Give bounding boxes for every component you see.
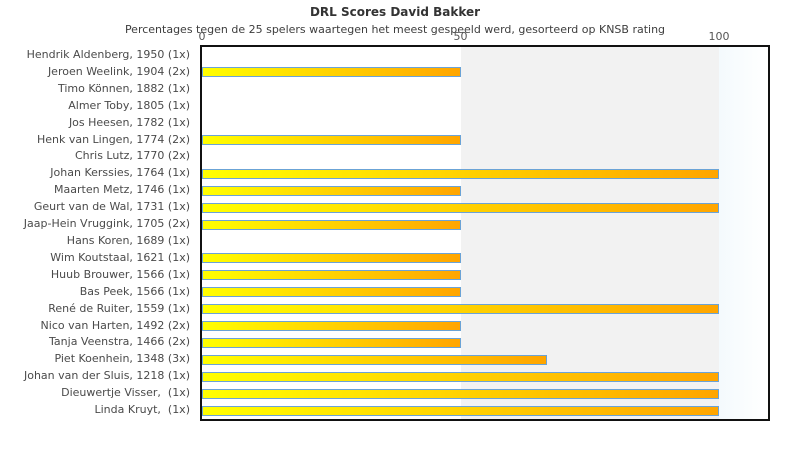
y-axis-labels: Hendrik Aldenberg, 1950 (1x) Jeroen Weeli… xyxy=(0,45,190,421)
chart-title: DRL Scores David Bakker xyxy=(309,5,481,19)
bar xyxy=(202,337,461,348)
x-tick-label: 100 xyxy=(708,30,730,43)
bar xyxy=(202,321,461,331)
bar xyxy=(202,270,461,281)
bar xyxy=(202,388,719,399)
y-label: Chris Lutz, 1770 (2x) xyxy=(74,149,190,163)
y-label: Johan van der Sluis, 1218 (1x) xyxy=(23,369,190,383)
y-label: Timo Können, 1882 (1x) xyxy=(57,81,190,95)
y-label: Dieuwertje Visser, (1x) xyxy=(61,386,190,400)
y-label: Jaap-Hein Vruggink, 1705 (2x) xyxy=(23,217,190,231)
bar xyxy=(202,219,461,230)
chart-subtitle: Percentages tegen de 25 spelers waartege… xyxy=(124,23,666,36)
y-label: Bas Peek, 1566 (1x) xyxy=(79,284,190,298)
y-label: René de Ruiter, 1559 (1x) xyxy=(48,301,190,315)
y-label: Hendrik Aldenberg, 1950 (1x) xyxy=(26,48,190,61)
x-tick-label: 50 xyxy=(453,30,468,43)
bar xyxy=(202,202,719,213)
bar xyxy=(202,67,461,78)
y-label: Henk van Lingen, 1774 (2x) xyxy=(36,132,190,146)
y-label: Almer Toby, 1805 (1x) xyxy=(68,98,190,112)
y-label: Wim Koutstaal, 1621 (1x) xyxy=(50,250,190,264)
plot-area xyxy=(200,45,770,421)
plot-zone-over-100 xyxy=(719,47,768,419)
bar xyxy=(202,135,461,145)
bar xyxy=(202,185,461,196)
y-label: Maarten Metz, 1746 (1x) xyxy=(54,183,190,197)
y-label: Huub Brouwer, 1566 (1x) xyxy=(50,267,190,281)
bar xyxy=(202,287,461,298)
y-label: Johan Kerssies, 1764 (1x) xyxy=(50,166,190,180)
y-label: Hans Koren, 1689 (1x) xyxy=(66,234,190,247)
bar xyxy=(202,405,719,416)
x-axis: 0 50 100 xyxy=(0,30,790,44)
bar xyxy=(202,354,547,365)
y-label: Piet Koenhein, 1348 (3x) xyxy=(54,352,190,366)
bar xyxy=(202,371,719,382)
x-tick-label: 0 xyxy=(198,30,206,43)
bar xyxy=(202,304,719,315)
y-label: Geurt van de Wal, 1731 (1x) xyxy=(33,200,190,214)
y-label: Jeroen Weelink, 1904 (2x) xyxy=(47,64,190,78)
y-label: Jos Heesen, 1782 (1x) xyxy=(68,115,190,129)
y-label: Tanja Veenstra, 1466 (2x) xyxy=(49,335,190,349)
y-label: Linda Kruyt, (1x) xyxy=(94,403,191,417)
bar xyxy=(202,168,719,179)
y-label: Nico van Harten, 1492 (2x) xyxy=(40,318,190,332)
bar xyxy=(202,253,461,264)
